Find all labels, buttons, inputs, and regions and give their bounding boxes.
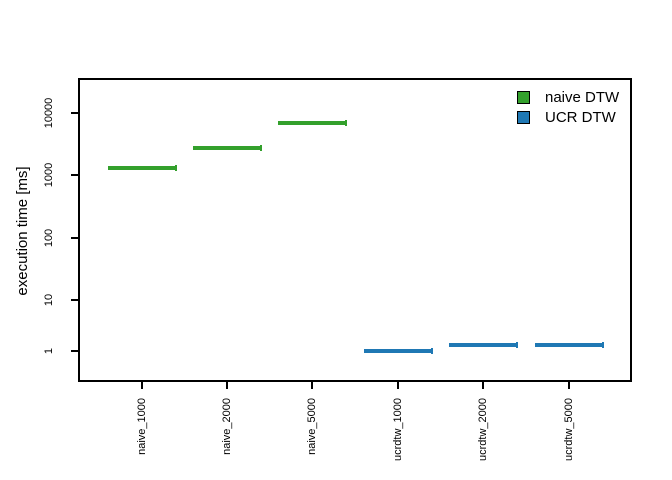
- legend-entry-label: naive DTW: [545, 88, 620, 106]
- x-tick-mark: [482, 382, 485, 389]
- y-tick-label: 1000: [43, 162, 55, 188]
- legend-entry-label: UCR DTW: [545, 108, 616, 126]
- x-tick-mark: [567, 382, 570, 389]
- x-tick-label: ucrdtw_5000: [562, 398, 575, 461]
- legend-color-swatch: [517, 110, 530, 124]
- y-tick-mark: [71, 350, 78, 352]
- y-axis-title: execution time [ms]: [14, 166, 31, 296]
- box-median-bar-naive_5000: [278, 119, 348, 126]
- box-median-bar-naive_2000: [192, 145, 262, 152]
- y-tick-mark: [71, 299, 78, 301]
- y-tick-label: 10000: [43, 97, 55, 129]
- box-median-bar-naive_1000: [107, 164, 177, 171]
- legend: naive DTW UCR DTW: [517, 87, 619, 127]
- x-tick-mark: [396, 382, 399, 389]
- plot-area: [78, 78, 632, 382]
- y-tick-label: 1: [43, 347, 55, 355]
- legend-entry: UCR DTW: [517, 107, 619, 127]
- x-tick-label: ucrdtw_2000: [477, 398, 490, 461]
- y-tick-mark: [71, 237, 78, 239]
- x-tick-label: ucrdtw_1000: [391, 398, 404, 461]
- x-tick-label: naive_2000: [220, 398, 233, 455]
- box-right-edge: [174, 164, 177, 171]
- box-median-bar-ucrdtw_5000: [534, 342, 604, 349]
- x-tick-mark: [311, 382, 314, 389]
- y-tick-mark: [71, 112, 78, 114]
- x-tick-label: naive_5000: [306, 398, 319, 455]
- box-median-bar-ucrdtw_2000: [449, 342, 519, 349]
- y-tick-mark: [71, 174, 78, 176]
- y-tick-label: 10: [43, 293, 55, 307]
- box-median-bar-ucrdtw_1000: [363, 348, 433, 354]
- legend-color-swatch: [517, 90, 530, 104]
- x-tick-mark: [140, 382, 143, 389]
- x-tick-label: naive_1000: [135, 398, 148, 455]
- box-right-edge: [259, 145, 262, 152]
- box-right-edge: [601, 342, 604, 349]
- x-tick-mark: [225, 382, 228, 389]
- box-right-edge: [345, 119, 348, 126]
- y-tick-label: 100: [43, 228, 55, 248]
- legend-entry: naive DTW: [517, 87, 619, 107]
- box-right-edge: [430, 348, 433, 354]
- box-right-edge: [516, 342, 519, 349]
